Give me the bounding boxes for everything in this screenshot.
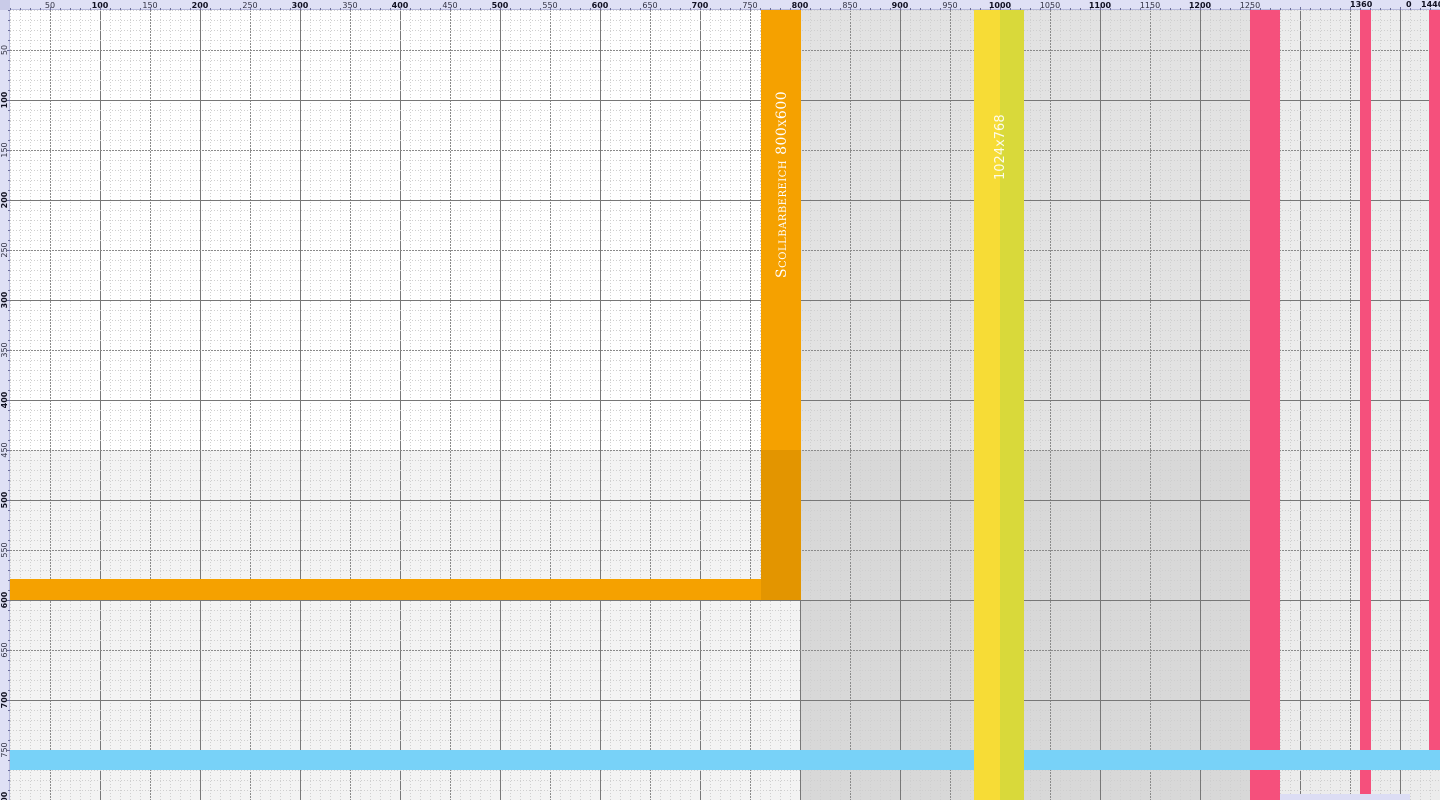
grid-lines bbox=[10, 10, 1440, 800]
ruler-y-tick-label: 750 bbox=[0, 742, 9, 757]
bottom-strip-lavender bbox=[1280, 794, 1410, 800]
ruler-x-tick-label: 400 bbox=[392, 1, 409, 10]
column-pink-2 bbox=[1360, 10, 1371, 750]
ruler-y-tick-label: 400 bbox=[0, 391, 9, 408]
horizontal-band-blue bbox=[10, 750, 1440, 770]
ruler-x-tick-label: 700 bbox=[692, 1, 709, 10]
ruler-x-tick-label: 850 bbox=[842, 1, 857, 10]
ruler-y-tick-label: 450 bbox=[0, 442, 9, 457]
ruler-y-tick-label: 600 bbox=[0, 591, 9, 608]
scroll-area-corner-shade bbox=[761, 450, 801, 600]
scroll-area-label: Scollbarbereich 800x600 bbox=[774, 90, 790, 278]
ruler-x-tick-label: 150 bbox=[142, 1, 157, 10]
column-pink-2-lower bbox=[1360, 770, 1371, 800]
ruler-y-tick-label: 50 bbox=[0, 45, 9, 55]
column-1024-yellow-green bbox=[1000, 10, 1024, 800]
scroll-area-horizontal-bar bbox=[10, 579, 801, 600]
ruler-label-1360: 1360 bbox=[1350, 0, 1373, 9]
scroll-area-vertical-bar bbox=[761, 10, 801, 600]
ruler-y-tick-label: 700 bbox=[0, 691, 9, 708]
column-pink-1 bbox=[1250, 10, 1280, 750]
ruler-x-tick-label: 250 bbox=[242, 1, 257, 10]
ruler-x-tick-label: 1250 bbox=[1240, 1, 1260, 10]
ruler-corner bbox=[0, 0, 10, 10]
grid-area bbox=[10, 10, 1440, 800]
ruler-x-tick-label: 1150 bbox=[1140, 1, 1160, 10]
ruler-y-tick-label: 800 bbox=[0, 791, 9, 800]
ruler-x-tick-label: 1200 bbox=[1189, 1, 1212, 10]
column-pink-3 bbox=[1429, 10, 1440, 750]
ruler-x-tick-label: 50 bbox=[45, 1, 55, 10]
ruler-y-tick-label: 250 bbox=[0, 242, 9, 257]
ruler-x-tick-label: 950 bbox=[942, 1, 957, 10]
ruler-left: 50 100 150 200 250 300 350 400 450 500 550 600 650 70… bbox=[0, 10, 10, 800]
column-pink-1-lower bbox=[1250, 770, 1280, 800]
ruler-y-tick-label: 550 bbox=[0, 542, 9, 557]
ruler-top: 50 100 150 200 250 300 350 400 450 500 550 600 650 70… bbox=[0, 0, 1440, 10]
ruler-y-tick-label: 200 bbox=[0, 191, 9, 208]
ruler-x-tick-label: 600 bbox=[592, 1, 609, 10]
ruler-x-tick-label: 800 bbox=[792, 1, 809, 10]
ruler-y-tick-label: 150 bbox=[0, 142, 9, 157]
ruler-x-tick-label: 750 bbox=[742, 1, 757, 10]
ruler-x-tick-label: 500 bbox=[492, 1, 509, 10]
ruler-y-tick-label: 500 bbox=[0, 491, 9, 508]
ruler-x-tick-label: 550 bbox=[542, 1, 557, 10]
ruler-x-tick-label: 1050 bbox=[1040, 1, 1060, 10]
ruler-x-tick-label: 100 bbox=[92, 1, 109, 10]
ruler-x-tick-label: 350 bbox=[342, 1, 357, 10]
ruler-x-tick-label: 1000 bbox=[989, 1, 1012, 10]
ruler-label-1440: 1440 bbox=[1421, 0, 1440, 9]
ruler-x-tick-label: 300 bbox=[292, 1, 309, 10]
ruler-y-tick-label: 350 bbox=[0, 342, 9, 357]
ruler-x-tick-label: 650 bbox=[642, 1, 657, 10]
resolution-1024-label: 1024x768 bbox=[993, 114, 1008, 180]
gray-zone-bottom bbox=[10, 450, 800, 800]
ruler-y-tick-label: 650 bbox=[0, 642, 9, 657]
ruler-x-tick-label: 900 bbox=[892, 1, 909, 10]
ruler-x-tick-label: 200 bbox=[192, 1, 209, 10]
ruler-y-tick-label: 300 bbox=[0, 291, 9, 308]
ruler-x-tick-label: 450 bbox=[442, 1, 457, 10]
column-1024-yellow bbox=[974, 10, 1000, 800]
ruler-y-tick-label: 100 bbox=[0, 91, 9, 108]
ruler-label-0: 0 bbox=[1406, 0, 1412, 9]
ruler-x-tick-label: 1100 bbox=[1089, 1, 1112, 10]
